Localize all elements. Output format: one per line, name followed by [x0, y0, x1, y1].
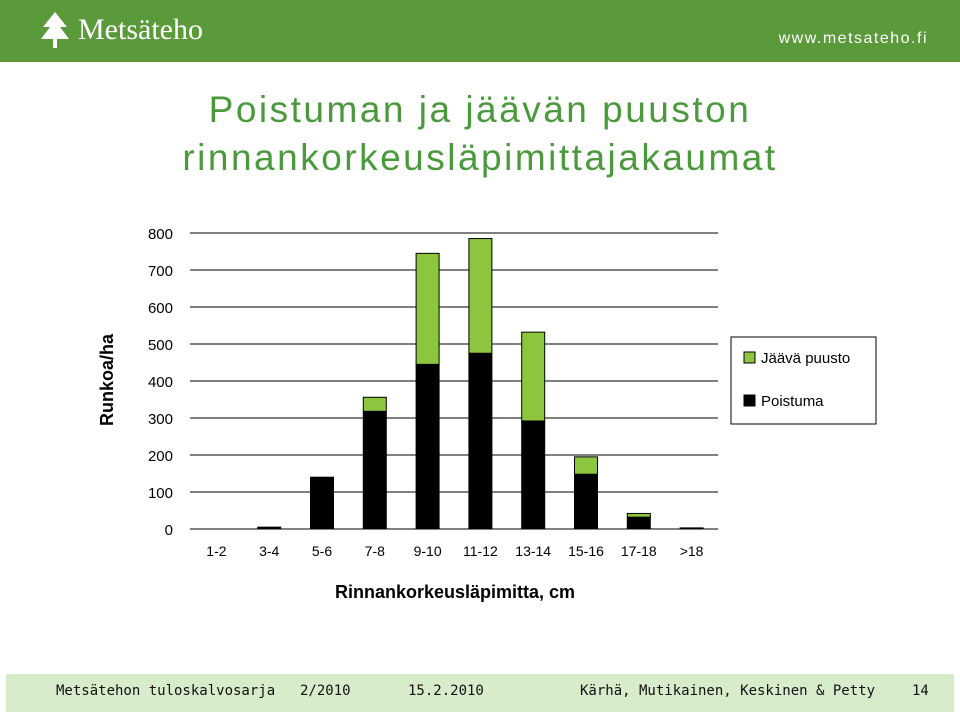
footer-authors: Kärhä, Mutikainen, Keskinen & Petty: [580, 683, 876, 699]
footer-series: Metsätehon tuloskalvosarja: [56, 683, 276, 699]
bar-segment: [574, 473, 598, 530]
x-tick-label: 17-18: [621, 543, 657, 559]
legend-label: Jäävä puusto: [761, 350, 850, 367]
x-tick-label: 15-16: [568, 543, 604, 559]
bar-segment: [468, 352, 493, 530]
legend-label: Poistuma: [761, 393, 824, 410]
y-tick-label: 600: [148, 300, 173, 317]
bar-segment: [362, 396, 387, 412]
logo-text: Metsäteho: [78, 13, 203, 46]
y-tick-label: 0: [165, 522, 173, 539]
y-tick-label: 300: [148, 411, 173, 428]
y-tick-label: 100: [148, 485, 173, 502]
x-tick-label: 7-8: [365, 543, 385, 559]
x-tick-label: 13-14: [515, 543, 551, 559]
slide-title-line-1: Poistuman ja jäävän puuston: [208, 89, 752, 130]
bar-segment: [521, 420, 546, 530]
x-axis-title: Rinnankorkeusläpimitta, cm: [335, 582, 575, 602]
stacked-bar-chart: 0 100 200 300 400 500 600 700 800 1-2 3-4 5-6 7-8 9-1…: [97, 226, 877, 602]
footer-bar: Metsätehon tuloskalvosarja 2/2010 15.2.2…: [6, 674, 954, 712]
header-bar: Metsäteho www.metsateho.fi: [0, 0, 960, 62]
bar-segment: [626, 516, 651, 530]
y-tick-label: 500: [148, 337, 173, 354]
footer-number: 2/2010: [300, 683, 351, 699]
y-axis-title: Runkoa/ha: [97, 333, 117, 426]
bar-segment: [415, 252, 440, 365]
bar-segment: [468, 238, 493, 354]
x-tick-label: 11-12: [463, 543, 498, 559]
x-tick-label: 5-6: [312, 543, 332, 559]
bar-segment: [574, 456, 598, 475]
x-tick-label: 3-4: [259, 543, 279, 559]
tree-icon: [41, 12, 69, 48]
y-tick-label: 800: [148, 226, 173, 243]
legend-swatch: [743, 394, 756, 407]
y-tick-label: 200: [148, 448, 173, 465]
footer-date: 15.2.2010: [408, 683, 484, 699]
x-tick-label: >18: [680, 543, 704, 559]
x-tick-label: 1-2: [206, 543, 226, 559]
y-tick-label: 700: [148, 263, 173, 280]
slide-title: Poistuman ja jäävän puuston rinnankorkeu…: [0, 86, 960, 182]
x-tick-label: 9-10: [414, 543, 442, 559]
bar-segment: [310, 476, 334, 530]
site-url[interactable]: www.metsateho.fi: [778, 30, 928, 47]
logo[interactable]: Metsäteho: [40, 10, 203, 50]
bar-segment: [626, 512, 651, 518]
footer-page-number: 14: [912, 683, 929, 699]
bar-segment: [415, 363, 440, 530]
legend-swatch: [743, 351, 756, 364]
bar-segment: [362, 410, 387, 530]
bar-segment: [521, 331, 546, 422]
slide-title-line-2: rinnankorkeusläpimittajakaumat: [182, 137, 778, 178]
y-tick-label: 400: [148, 374, 173, 391]
